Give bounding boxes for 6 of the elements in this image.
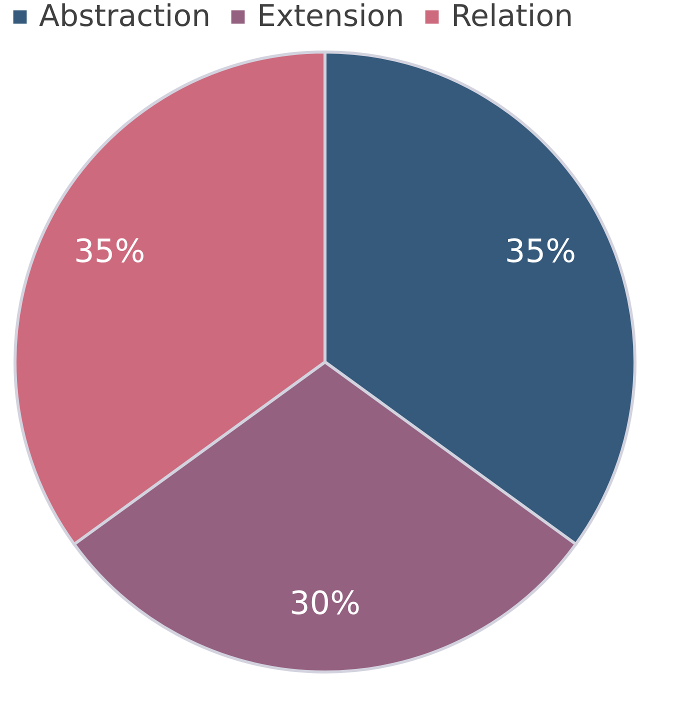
data-label: 35% (504, 232, 576, 270)
legend-label: Abstraction (39, 0, 211, 34)
data-label: 30% (289, 584, 361, 622)
legend-label: Extension (257, 0, 404, 34)
legend-label: Relation (451, 0, 574, 34)
data-label: 35% (74, 232, 146, 270)
